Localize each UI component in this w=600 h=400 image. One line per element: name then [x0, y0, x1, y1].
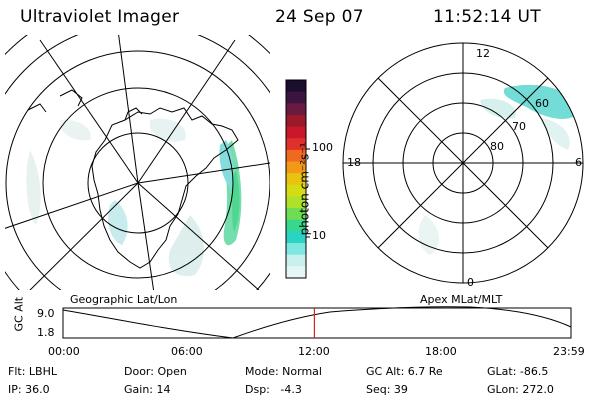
- longitude-lines: [5, 35, 270, 290]
- door-info: Door: Open: [124, 365, 187, 378]
- colorbar-segment: [286, 254, 306, 267]
- aurora-emission-geo: [26, 118, 242, 277]
- gain-info: Gain: 14: [124, 383, 171, 396]
- timeline-x-1800: 18:00: [425, 345, 457, 358]
- timeline-y-max: 9.0: [37, 307, 55, 320]
- colorbar-segment: [286, 243, 306, 256]
- colorbar-segment: [286, 126, 306, 139]
- colorbar-segment: [286, 80, 306, 93]
- seq-info: Seq: 39: [366, 383, 408, 396]
- glon-info: GLon: 272.0: [487, 383, 554, 396]
- latitude-lines: [5, 35, 270, 290]
- timeline-x-1200: 12:00: [298, 345, 330, 358]
- colorbar: [286, 80, 306, 279]
- mlat-label-70: 70: [512, 120, 526, 133]
- colorbar-segment: [286, 161, 306, 174]
- colorbar-tick-10: 10: [312, 229, 326, 242]
- mlt-label-12: 12: [476, 47, 490, 60]
- colorbar-segment: [286, 231, 306, 244]
- colorbar-segment: [286, 173, 306, 186]
- geographic-map: [5, 35, 270, 290]
- date-label: 24 Sep 07: [275, 7, 364, 27]
- geographic-panel-label: Geographic Lat/Lon: [70, 293, 178, 306]
- mode-info: Mode: Normal: [245, 365, 322, 378]
- instrument-title: Ultraviolet Imager: [20, 7, 180, 27]
- colorbar-unit-label: photon cm⁻²s⁻¹: [297, 142, 312, 236]
- colorbar-segment: [286, 149, 306, 163]
- time-label: 11:52:14 UT: [433, 7, 541, 27]
- altitude-timeline: [62, 306, 572, 339]
- mlt-label-6: 6: [575, 156, 582, 169]
- colorbar-tick-100: 100: [312, 141, 333, 154]
- mlt-label-0: 0: [467, 276, 474, 289]
- apex-panel-label: Apex MLat/MLT: [420, 293, 503, 306]
- ip-info: IP: 36.0: [8, 383, 50, 396]
- mlt-label-18: 18: [347, 156, 361, 169]
- colorbar-segment: [286, 219, 306, 232]
- mlat-label-80: 80: [490, 140, 504, 153]
- colorbar-segment: [286, 91, 306, 104]
- polar-plot: [342, 42, 584, 284]
- timeline-y-min: 1.8: [37, 326, 55, 339]
- glat-info: GLat: -86.5: [487, 365, 549, 378]
- colorbar-segment: [286, 266, 306, 279]
- timeline-x-0600: 06:00: [171, 345, 203, 358]
- colorbar-segment: [286, 184, 306, 197]
- colorbar-segment: [286, 208, 306, 221]
- mlat-label-60: 60: [535, 97, 549, 110]
- timeline-axis-label: GC Alt: [12, 296, 26, 332]
- colorbar-segment: [286, 114, 306, 128]
- colorbar-segment: [286, 196, 306, 209]
- timeline-x-0000: 00:00: [48, 345, 80, 358]
- colorbar-segment: [286, 103, 306, 116]
- aurora-emission-mlt: [418, 84, 582, 255]
- dsp-info: Dsp: -4.3: [245, 383, 302, 396]
- filter-info: Flt: LBHL: [8, 365, 57, 378]
- gc-alt-info: GC Alt: 6.7 Re: [366, 365, 443, 378]
- timeline-x-2359: 23:59: [553, 345, 585, 358]
- colorbar-segment: [286, 138, 306, 151]
- coastline: [27, 89, 239, 269]
